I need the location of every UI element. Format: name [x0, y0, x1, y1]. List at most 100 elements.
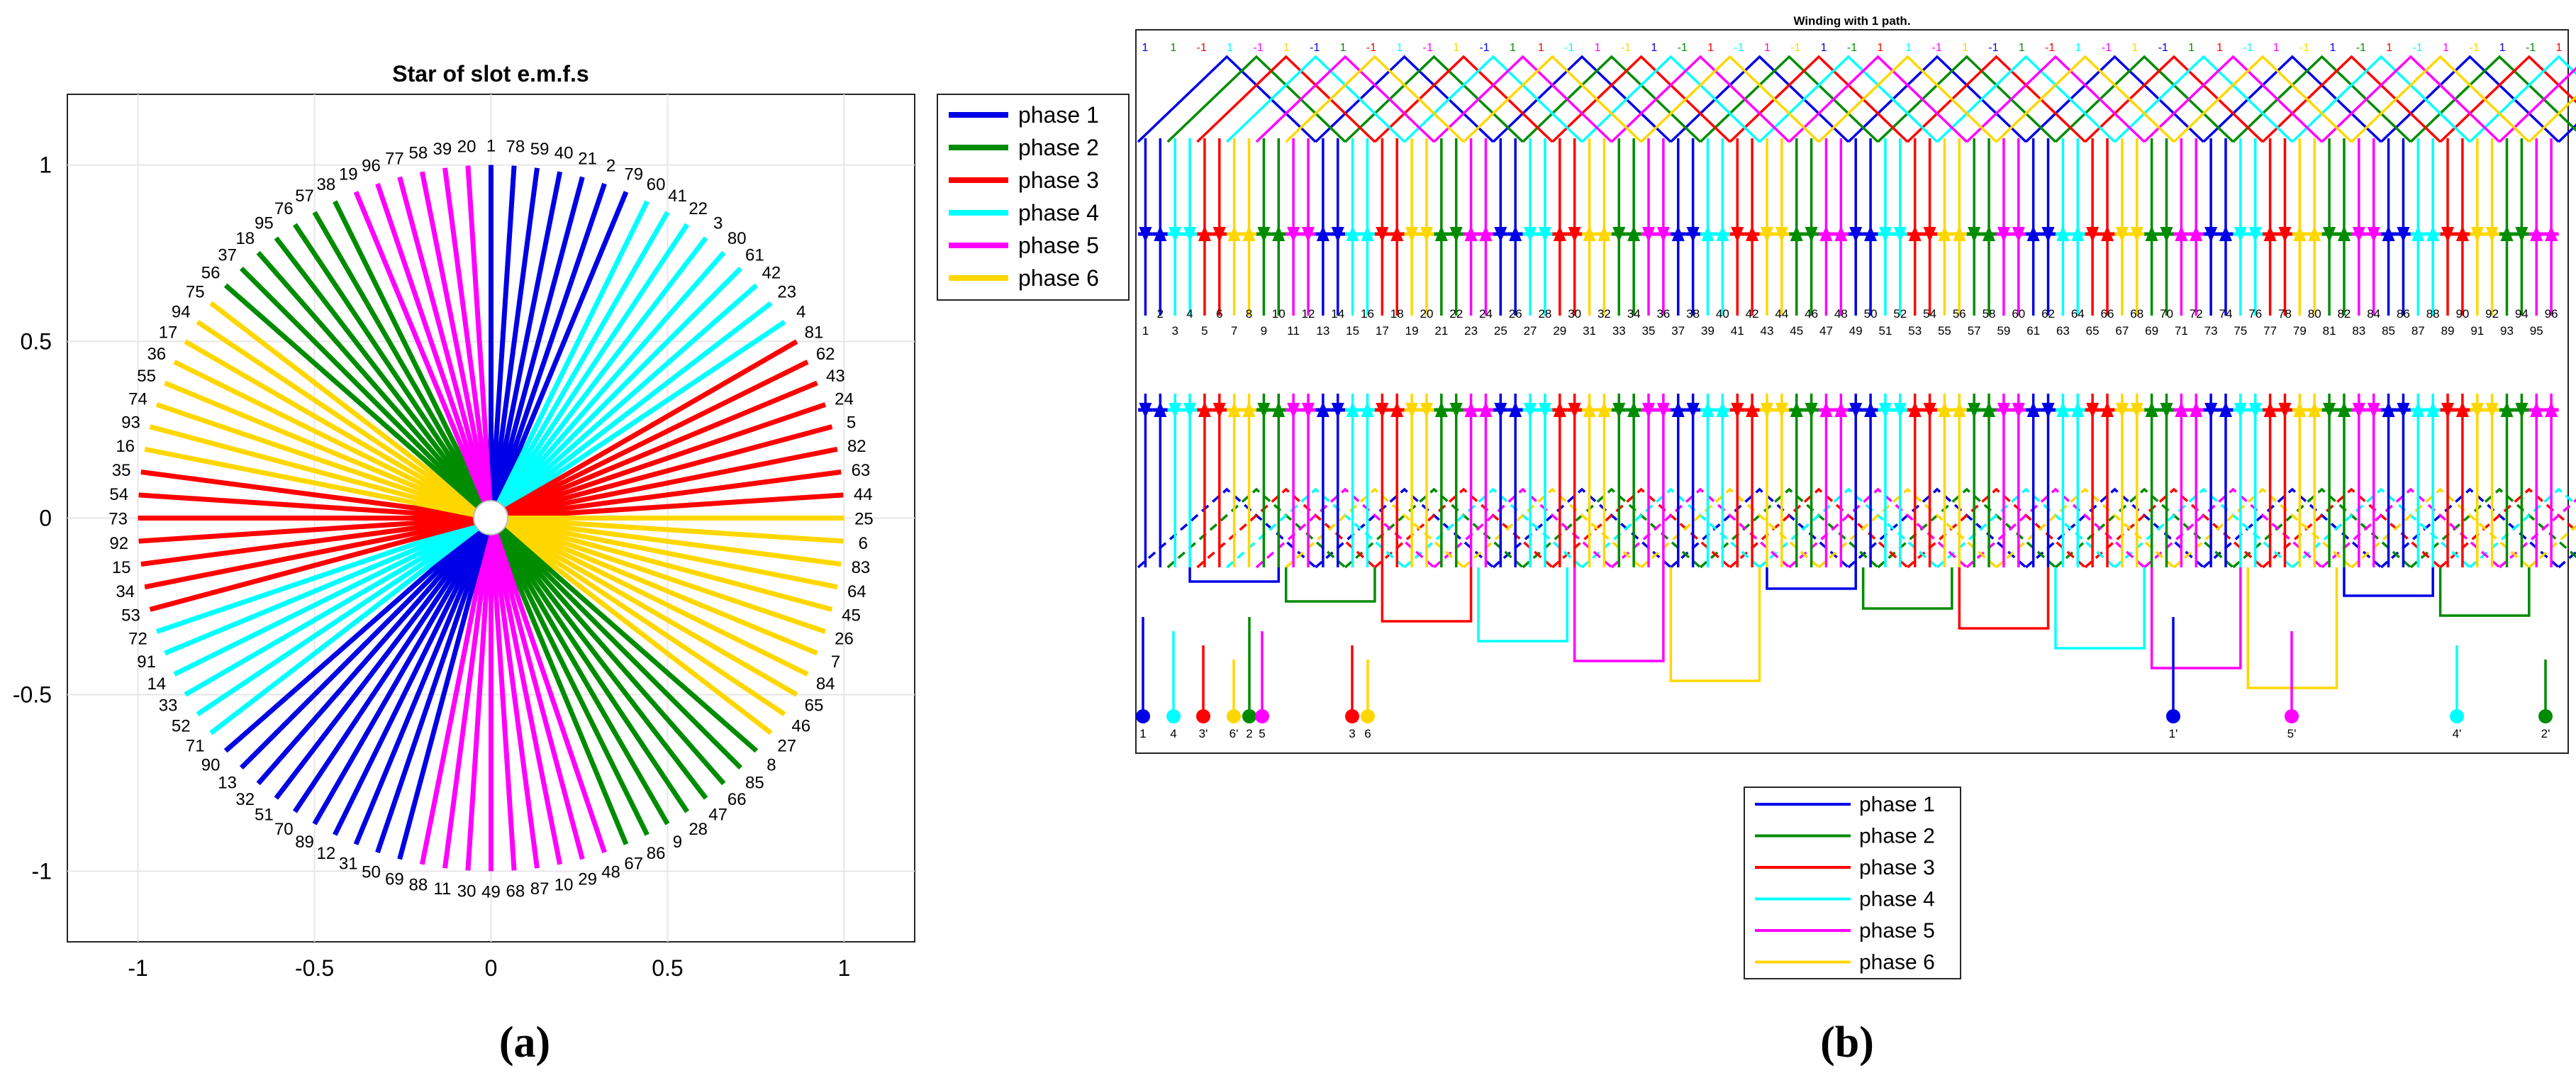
top-mark: 1 — [2131, 42, 2138, 54]
ring-label: 66 — [727, 790, 747, 809]
spoke-slot-91 — [164, 521, 479, 656]
spoke-slot-62 — [502, 360, 809, 514]
panel-a-spokes — [138, 165, 844, 872]
slot-label: 83 — [2352, 324, 2365, 338]
slot-label: 93 — [2500, 324, 2514, 338]
panel-b-title: Winding with 1 path. — [1793, 14, 1910, 28]
ring-label: 88 — [409, 875, 428, 894]
slot-label: 50 — [1864, 307, 1878, 321]
ring-label: 19 — [339, 165, 358, 184]
top-mark: 1 — [1707, 42, 1714, 54]
slot-label: 30 — [1568, 307, 1581, 321]
ring-label: 33 — [159, 696, 178, 715]
ring-label: 10 — [554, 875, 574, 894]
spoke-slot-13 — [239, 526, 483, 770]
spoke-slot-3 — [497, 236, 708, 509]
ring-label: 14 — [147, 674, 166, 694]
terminal-label: 6 — [1364, 727, 1371, 740]
end-connection-phase-2 — [1166, 487, 2576, 569]
top-mark: -1 — [1423, 42, 1433, 54]
slot-label: 29 — [1553, 324, 1566, 338]
slot-label: 12 — [1302, 307, 1315, 321]
slot-label: 1 — [1142, 324, 1149, 338]
spoke-slot-88 — [419, 531, 491, 865]
slot-label: 55 — [1938, 324, 1951, 338]
slot-label: 25 — [1494, 324, 1507, 338]
ring-label: 39 — [433, 140, 452, 159]
ring-label: 9 — [673, 833, 682, 852]
spoke-slot-90 — [223, 526, 482, 753]
spoke-slot-52 — [196, 523, 481, 717]
slot-label: 43 — [1761, 324, 1774, 338]
ring-label: 87 — [530, 879, 550, 899]
slot-label: 44 — [1775, 307, 1788, 321]
ring-label: 27 — [777, 737, 796, 756]
slot-label: 70 — [2160, 307, 2173, 321]
lead-loop — [1477, 567, 1568, 643]
top-mark: 1 — [2075, 42, 2082, 54]
slot-label: 79 — [2293, 324, 2307, 338]
legend-b-label-phase-4: phase 4 — [1859, 888, 1935, 911]
terminal-label: 1 — [1139, 727, 1146, 740]
slot-label: 7 — [1231, 324, 1237, 338]
slot-label: 19 — [1405, 324, 1419, 338]
terminal-6 — [1361, 709, 1375, 723]
end-connection-phase-2 — [1166, 55, 2576, 143]
slot-label: 47 — [1819, 324, 1833, 338]
ring-label: 93 — [121, 413, 140, 432]
panel-b-lead-wires — [1188, 567, 2531, 689]
panel-b-slot-labels: 2 4 6 8 10 12 14 16 18 20 22 24 26 28 30 32 34 36 38 40 42 44… — [1142, 307, 2558, 338]
end-connection-phase-3 — [1196, 487, 2576, 569]
slot-label: 57 — [1968, 324, 1981, 338]
legend-a-label-phase-6: phase 6 — [1018, 265, 1099, 291]
terminal-4' — [2450, 709, 2464, 723]
slot-label: 54 — [1923, 307, 1936, 321]
top-mark: -1 — [2045, 42, 2055, 54]
terminal-label: 2 — [1246, 727, 1252, 740]
spoke-slot-67 — [494, 530, 629, 845]
spoke-slot-31 — [353, 530, 489, 845]
terminal-2' — [2538, 709, 2553, 723]
lead-loop — [1958, 567, 2050, 630]
spoke-slot-15 — [140, 517, 478, 567]
spoke-slot-30 — [465, 532, 493, 871]
ring-label: 37 — [218, 246, 237, 265]
top-mark: -1 — [1366, 42, 1376, 54]
spoke-slot-61 — [499, 266, 743, 510]
lead-loop — [2054, 567, 2146, 650]
top-mark: 1 — [1651, 42, 1657, 54]
panel-b-legend-box — [1744, 787, 1961, 979]
slot-label: 61 — [2026, 324, 2040, 338]
legend-b-label-phase-1: phase 1 — [1859, 793, 1935, 816]
spoke-slot-77 — [397, 176, 490, 506]
ring-label: 49 — [481, 882, 501, 901]
ring-label: 67 — [624, 854, 643, 873]
slot-label: 78 — [2278, 307, 2292, 321]
x-tick-label: 0.5 — [652, 955, 683, 981]
spoke-slot-22 — [496, 223, 690, 508]
top-mark: 1 — [1764, 42, 1771, 54]
slot-label: 87 — [2411, 324, 2425, 338]
panel-a-legend-box — [937, 94, 1130, 301]
slot-label: 95 — [2530, 324, 2543, 338]
slot-label: 5 — [1201, 324, 1208, 338]
slot-label: 40 — [1716, 307, 1729, 321]
slot-label: 14 — [1331, 307, 1344, 321]
ring-label: 91 — [137, 652, 156, 672]
terminal-5' — [2285, 709, 2299, 723]
slot-label: 22 — [1449, 307, 1463, 321]
spoke-slot-59 — [490, 167, 540, 505]
ring-label: 45 — [842, 606, 861, 626]
ring-label: 17 — [159, 323, 178, 343]
legend-a-label-phase-5: phase 5 — [1018, 233, 1099, 258]
terminal-label: 5 — [1259, 727, 1265, 740]
spoke-slot-94 — [196, 319, 481, 513]
ring-label: 96 — [362, 156, 381, 175]
spoke-slot-36 — [173, 360, 480, 514]
ring-label: 6 — [859, 534, 868, 553]
terminal-label: 5' — [2287, 727, 2297, 740]
spoke-slot-85 — [499, 526, 743, 770]
slot-label: 74 — [2219, 307, 2233, 321]
spoke-slot-39 — [442, 167, 492, 505]
spoke-slot-71 — [209, 524, 481, 735]
